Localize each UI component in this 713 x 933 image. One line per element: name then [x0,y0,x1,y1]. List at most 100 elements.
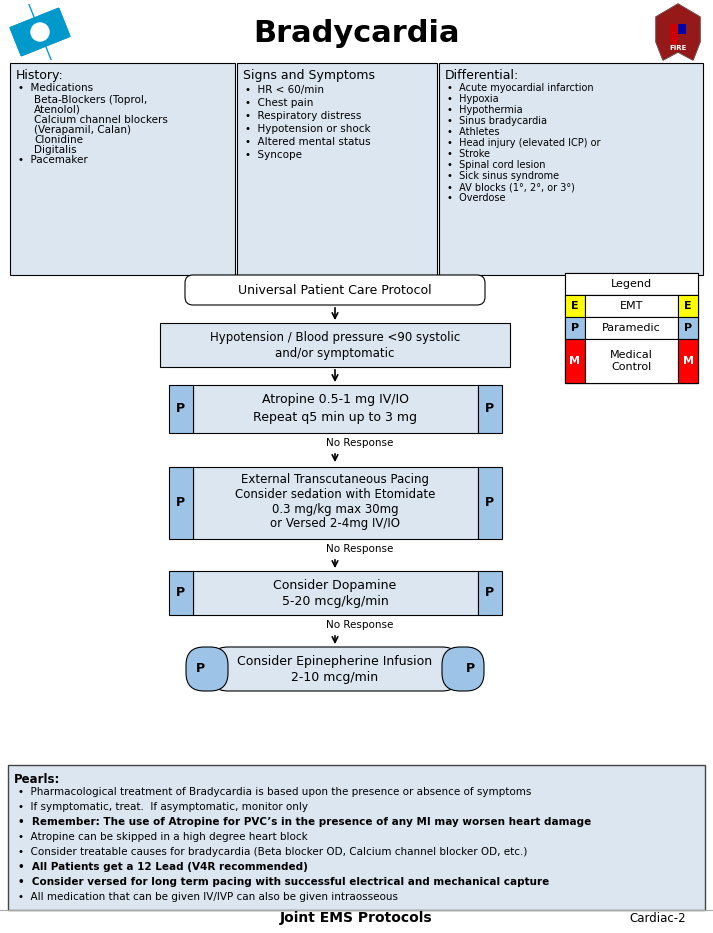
Polygon shape [29,4,51,60]
Text: Digitalis: Digitalis [34,145,76,155]
Text: P: P [466,662,475,675]
Bar [585,339,678,383]
Polygon shape [10,8,70,56]
Polygon shape [656,4,700,60]
Text: P: P [684,323,692,333]
Text: E: E [571,301,579,311]
Text: No Response: No Response [327,544,394,554]
Text: +: + [33,23,48,41]
Text: •  Sick sinus syndrome: • Sick sinus syndrome [447,171,559,181]
Bar [678,317,698,339]
Text: Medical
Control: Medical Control [610,350,653,371]
Bar [478,385,501,433]
Bar [193,571,478,615]
Bar [565,339,698,383]
Text: No Response: No Response [327,438,394,448]
Text: M: M [682,356,694,366]
Text: P: P [176,402,185,415]
Text: Beta-Blockers (Toprol,: Beta-Blockers (Toprol, [34,95,148,105]
Text: (Verapamil, Calan): (Verapamil, Calan) [34,125,131,135]
Bar [478,467,501,539]
Text: •  HR < 60/min: • HR < 60/min [245,85,324,95]
Bar [565,295,585,317]
Bar [439,63,703,275]
FancyBboxPatch shape [185,275,485,305]
Text: •  Syncope: • Syncope [245,150,302,160]
Text: •  Hypotension or shock: • Hypotension or shock [245,124,371,134]
Text: Bradycardia: Bradycardia [253,19,460,48]
Text: 2-10 mcg/min: 2-10 mcg/min [292,671,379,684]
Bar [670,34,678,44]
Bar [478,571,501,615]
Text: •  Altered mental status: • Altered mental status [245,137,371,147]
Text: 5-20 mcg/kg/min: 5-20 mcg/kg/min [282,594,389,607]
Text: •  Spinal cord lesion: • Spinal cord lesion [447,160,545,170]
Bar [565,339,585,383]
FancyBboxPatch shape [186,647,228,691]
Circle shape [31,23,49,41]
Text: Atropine 0.5-1 mg IV/IO: Atropine 0.5-1 mg IV/IO [262,394,409,407]
Text: Paramedic: Paramedic [602,323,661,333]
Text: Consider Epinepherine Infusion: Consider Epinepherine Infusion [237,655,433,667]
Bar [585,295,678,317]
Bar [565,295,698,317]
FancyBboxPatch shape [210,647,460,691]
Text: •  Overdose: • Overdose [447,193,506,203]
Text: Cardiac-2: Cardiac-2 [630,912,687,925]
Text: History:: History: [16,69,63,82]
Text: Universal Patient Care Protocol: Universal Patient Care Protocol [238,284,432,297]
Bar [565,317,698,339]
Bar [10,63,235,275]
Text: •  Head injury (elevated ICP) or: • Head injury (elevated ICP) or [447,138,600,148]
FancyBboxPatch shape [442,647,484,691]
Text: •  All Patients get a 12 Lead (V4R recommended): • All Patients get a 12 Lead (V4R recomm… [18,862,308,872]
Text: •  If symptomatic, treat.  If asymptomatic, monitor only: • If symptomatic, treat. If asymptomatic… [18,802,308,812]
Text: Consider sedation with Etomidate: Consider sedation with Etomidate [235,488,435,500]
Text: •  Consider treatable causes for bradycardia (Beta blocker OD, Calcium channel b: • Consider treatable causes for bradycar… [18,847,528,857]
Text: Legend: Legend [611,279,652,289]
Bar [160,323,510,367]
Text: M: M [570,356,580,366]
Text: Atenolol): Atenolol) [34,105,81,115]
Text: E: E [684,301,692,311]
Text: •  Atropine can be skipped in a high degree heart block: • Atropine can be skipped in a high degr… [18,832,308,842]
Text: P: P [485,587,494,600]
Text: •  Hypoxia: • Hypoxia [447,94,498,104]
Text: Repeat q5 min up to 3 mg: Repeat q5 min up to 3 mg [253,411,417,424]
Text: •  Pacemaker: • Pacemaker [18,155,88,165]
Bar [678,24,686,34]
Text: •  Stroke: • Stroke [447,149,490,159]
Bar [678,295,698,317]
Text: Differential:: Differential: [445,69,519,82]
Text: •  Consider versed for long term pacing with successful electrical and mechanica: • Consider versed for long term pacing w… [18,877,549,887]
Text: •  Acute myocardial infarction: • Acute myocardial infarction [447,83,594,93]
Text: Clonidine: Clonidine [34,135,83,145]
Text: •  All medication that can be given IV/IVP can also be given intraosseous: • All medication that can be given IV/IV… [18,892,398,902]
Text: Pearls:: Pearls: [14,773,61,786]
Bar [565,273,698,383]
Text: P: P [485,402,494,415]
Bar [168,385,193,433]
Text: EMT: EMT [620,301,643,311]
Text: •  Hypothermia: • Hypothermia [447,105,523,115]
Bar [0,0,713,63]
Text: or Versed 2-4mg IV/IO: or Versed 2-4mg IV/IO [270,518,400,531]
Text: Consider Dopamine: Consider Dopamine [273,578,396,592]
Text: No Response: No Response [327,620,394,630]
Bar [678,339,698,383]
Text: External Transcutaneous Pacing: External Transcutaneous Pacing [241,474,429,486]
Text: Signs and Symptoms: Signs and Symptoms [243,69,375,82]
Bar [168,571,193,615]
Text: •  AV blocks (1°, 2°, or 3°): • AV blocks (1°, 2°, or 3°) [447,182,575,192]
Bar [8,765,705,910]
Text: P: P [485,496,494,509]
Bar [670,24,678,34]
Text: Hypotension / Blood pressure <90 systolic: Hypotension / Blood pressure <90 systoli… [210,330,460,343]
Text: P: P [195,662,205,675]
Bar [237,63,437,275]
Text: •  Medications: • Medications [18,83,93,93]
Text: Calcium channel blockers: Calcium channel blockers [34,115,168,125]
Bar [193,467,478,539]
Text: •  Chest pain: • Chest pain [245,98,314,108]
Bar [168,467,193,539]
